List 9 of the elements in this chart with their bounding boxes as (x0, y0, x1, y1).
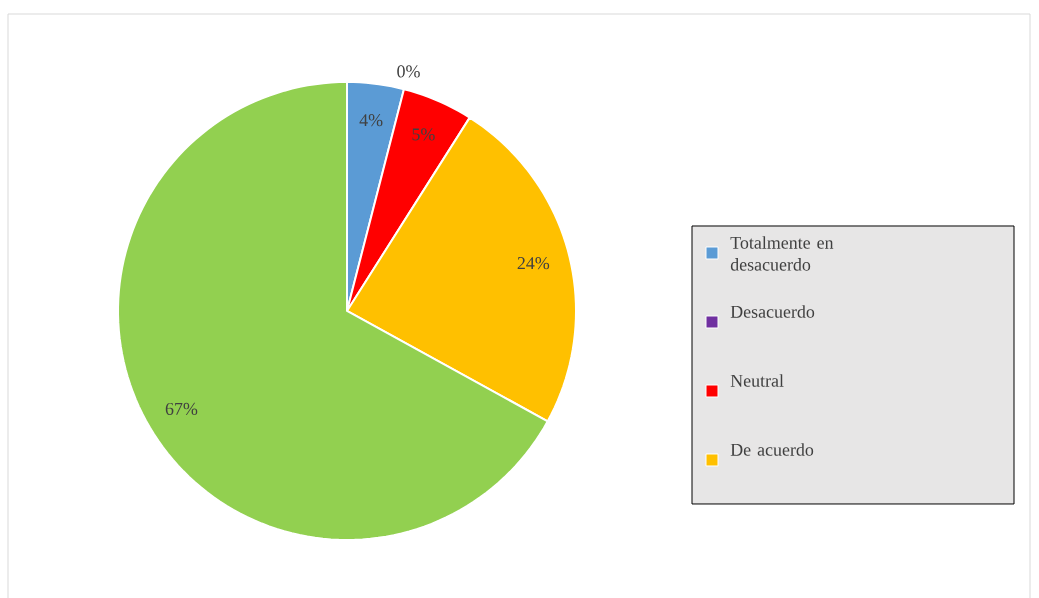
legend-label: Totalmente en desacuerdo (730, 236, 834, 271)
legend-label: Desacuerdo (730, 305, 815, 318)
legend-label: De acuerdo (730, 443, 814, 456)
legend-label: Neutral (730, 374, 784, 387)
data-label: 24% (517, 257, 550, 270)
data-label: 4% (359, 114, 383, 127)
data-label: 5% (412, 128, 435, 141)
data-label: 67% (165, 402, 198, 415)
text: 0% (397, 65, 420, 78)
